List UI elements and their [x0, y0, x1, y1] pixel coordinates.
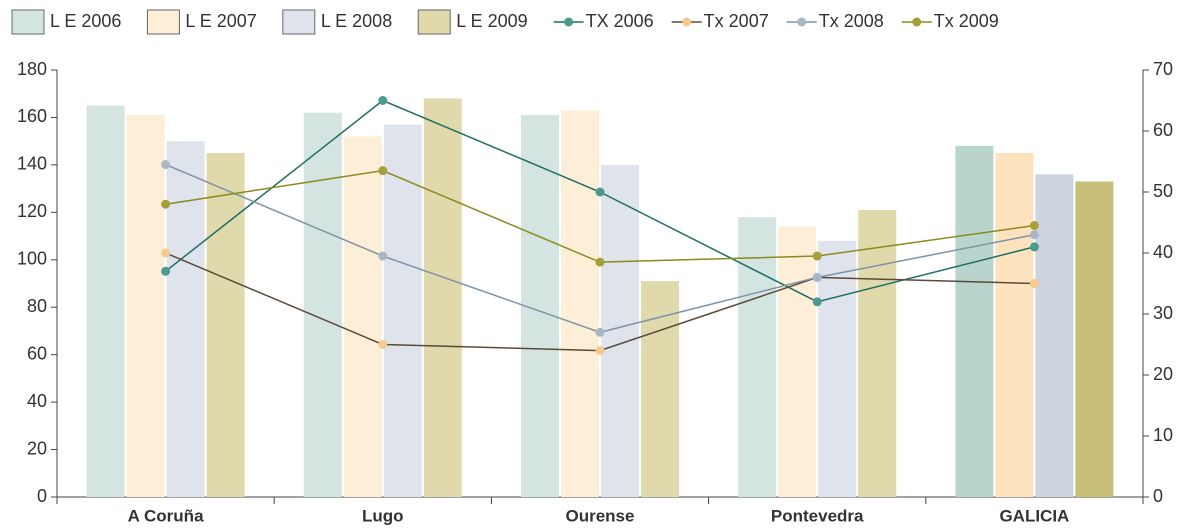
bar	[423, 98, 462, 497]
legend-swatch	[11, 9, 45, 35]
bar	[818, 240, 857, 498]
bar	[303, 112, 342, 497]
legend-swatch	[146, 9, 180, 35]
y-tick-label: 40	[27, 391, 47, 411]
line	[165, 99, 1035, 303]
y-tick-label: 120	[17, 201, 47, 221]
line	[165, 169, 1035, 263]
x-tick-label: A Coruña	[128, 506, 204, 525]
line-marker	[812, 251, 822, 261]
y2-tick-label: 10	[1153, 425, 1173, 445]
bar	[86, 105, 125, 497]
bar	[561, 110, 599, 498]
bar	[383, 124, 422, 498]
bar	[206, 153, 245, 497]
y2-tick-label: 60	[1153, 120, 1173, 140]
line-marker	[378, 340, 388, 349]
line-marker	[161, 199, 171, 209]
line-marker	[595, 187, 605, 197]
x-tick-label: Lugo	[362, 506, 404, 525]
line-marker	[161, 160, 171, 170]
legend-label: TX 2006	[586, 11, 654, 31]
bar	[126, 115, 165, 498]
bar	[166, 141, 205, 497]
line-marker	[595, 346, 605, 356]
x-tick-label: Ourense	[566, 506, 635, 525]
y-tick-label: 180	[17, 59, 47, 79]
y2-tick-label: 20	[1153, 364, 1173, 384]
legend-swatch	[282, 9, 316, 35]
y-tick-label: 20	[27, 438, 47, 458]
legend-label: L E 2007	[185, 11, 256, 31]
legend-label: L E 2006	[50, 11, 121, 31]
line-marker	[595, 257, 605, 267]
y2-tick-label: 70	[1153, 59, 1173, 79]
line-marker	[161, 248, 171, 258]
line-marker	[161, 266, 171, 276]
y-tick-label: 80	[27, 296, 47, 316]
bar	[738, 217, 777, 498]
legend-label: L E 2008	[321, 11, 392, 31]
y-tick-label: 0	[37, 486, 47, 506]
line-marker	[595, 327, 605, 337]
legend-label: L E 2009	[456, 11, 527, 31]
bar	[995, 153, 1034, 497]
x-tick-label: GALICIA	[999, 506, 1069, 525]
y-tick-label: 160	[17, 106, 47, 126]
line-marker	[1029, 221, 1039, 231]
legend-marker	[912, 17, 922, 27]
y2-tick-label: 50	[1153, 181, 1173, 201]
line-marker	[378, 96, 388, 105]
bar	[858, 209, 897, 497]
y2-tick-label: 40	[1153, 242, 1173, 262]
legend-marker	[564, 17, 574, 27]
legend-label: Tx 2007	[704, 11, 769, 31]
bar	[343, 136, 382, 497]
bar	[1075, 181, 1114, 497]
legend-label: Tx 2009	[934, 11, 999, 31]
bar	[778, 226, 817, 498]
line-marker	[812, 297, 822, 307]
line-marker	[1029, 242, 1039, 252]
line-marker	[378, 166, 388, 176]
legend-marker	[797, 17, 807, 27]
y2-tick-label: 0	[1153, 486, 1163, 506]
line-marker	[812, 272, 822, 282]
legend-swatch	[417, 9, 451, 35]
y-tick-label: 60	[27, 343, 47, 363]
y2-tick-label: 30	[1153, 303, 1173, 323]
line-marker	[378, 251, 388, 261]
y-tick-label: 100	[17, 249, 47, 269]
line-marker	[1029, 279, 1039, 288]
y-tick-label: 140	[17, 154, 47, 174]
line-marker	[1029, 230, 1039, 240]
bar	[1035, 174, 1074, 497]
legend-label: Tx 2008	[819, 11, 884, 31]
legend-marker	[682, 17, 692, 27]
x-tick-label: Pontevedra	[771, 506, 864, 525]
bar	[955, 145, 994, 497]
